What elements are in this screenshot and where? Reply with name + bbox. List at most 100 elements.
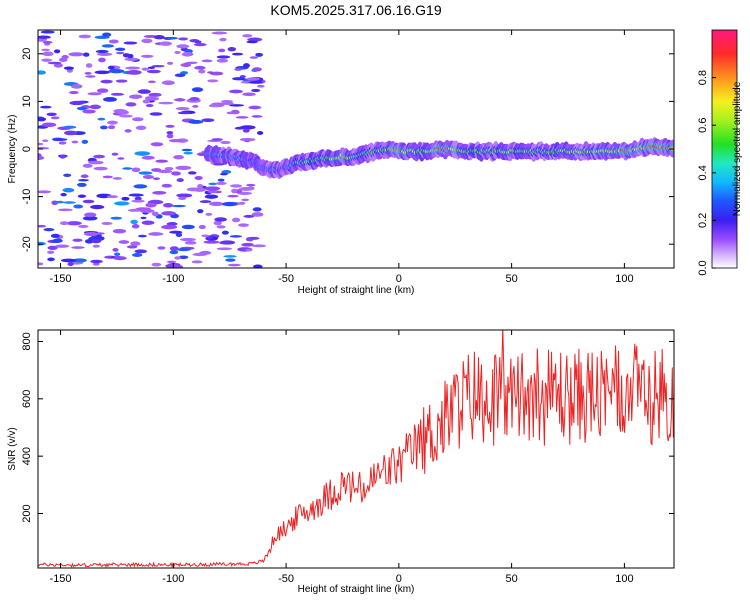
noise-cell — [215, 181, 227, 185]
noise-cell — [54, 244, 70, 248]
noise-cell — [219, 240, 236, 245]
noise-cell — [68, 52, 85, 57]
noise-cell — [221, 230, 229, 235]
noise-cell — [227, 263, 241, 267]
noise-cell — [245, 248, 253, 252]
noise-cell — [229, 89, 243, 94]
noise-cell — [138, 171, 153, 175]
noise-cell — [214, 217, 227, 222]
noise-cell — [46, 112, 57, 116]
noise-cell — [242, 128, 250, 133]
snr-y-axis-title: SNR (v/v) — [7, 427, 18, 470]
noise-cell — [83, 231, 99, 237]
noise-cell — [121, 196, 130, 201]
noise-cell — [116, 110, 129, 115]
noise-cell — [178, 255, 189, 259]
noise-cell — [50, 233, 60, 238]
noise-cell — [194, 65, 206, 70]
spectrogram-y-tick-label: -10 — [21, 189, 33, 205]
noise-cell — [223, 255, 237, 258]
noise-cell — [239, 137, 256, 142]
noise-cell — [169, 250, 179, 255]
noise-cell — [107, 65, 115, 70]
noise-cell — [141, 155, 155, 160]
noise-cell — [38, 262, 44, 266]
noise-cell — [219, 37, 227, 42]
noise-cell — [63, 173, 72, 178]
noise-cell — [216, 55, 231, 59]
noise-cell — [213, 220, 222, 226]
noise-cell — [239, 75, 246, 79]
noise-cell — [222, 201, 238, 207]
spectrogram-x-tick-label: 50 — [505, 273, 517, 285]
noise-cell — [151, 211, 159, 217]
noise-cell — [47, 257, 55, 262]
noise-cell — [38, 155, 45, 161]
noise-cell — [82, 163, 93, 168]
noise-cell — [174, 264, 184, 268]
noise-cell — [207, 79, 219, 83]
noise-cell — [191, 260, 203, 264]
noise-cell — [155, 159, 169, 163]
noise-cell — [194, 40, 202, 44]
noise-cell — [203, 240, 220, 244]
noise-cell — [251, 212, 264, 217]
noise-cell — [204, 194, 219, 199]
noise-cell — [175, 106, 190, 111]
noise-cell — [92, 244, 100, 248]
noise-cell — [81, 139, 89, 144]
noise-cell — [216, 247, 233, 251]
noise-cell — [138, 234, 147, 238]
noise-cell — [135, 125, 147, 131]
noise-cell — [216, 225, 226, 229]
noise-cell — [235, 116, 249, 119]
noise-cell — [201, 234, 210, 238]
noise-cell — [106, 195, 119, 199]
noise-cell — [251, 88, 261, 93]
noise-cell — [110, 92, 125, 96]
noise-cell — [112, 177, 123, 180]
spectrogram-x-tick-label: -50 — [278, 273, 294, 285]
noise-cell — [124, 57, 139, 62]
noise-cell — [113, 256, 127, 261]
noise-cell — [122, 167, 133, 170]
noise-cell — [188, 119, 204, 124]
snr-x-tick-label: 0 — [396, 573, 402, 585]
noise-cell — [115, 51, 125, 55]
noise-cell — [183, 151, 193, 155]
snr-series-line — [38, 330, 674, 568]
snr-y-tick-label: 800 — [21, 332, 33, 350]
noise-cell — [161, 183, 172, 188]
noise-cell — [161, 211, 177, 216]
spectrogram-x-tick-label: -100 — [162, 273, 184, 285]
noise-cell — [42, 139, 49, 143]
noise-cell — [132, 253, 143, 257]
noise-cell — [61, 258, 77, 263]
noise-cell — [84, 212, 97, 218]
noise-cell — [186, 61, 198, 64]
noise-cell — [247, 186, 255, 191]
noise-cell — [110, 216, 123, 220]
noise-cell — [71, 140, 79, 144]
spectrogram-x-tick-label: 0 — [396, 273, 402, 285]
noise-cell — [111, 152, 119, 156]
spectrogram-x-tick-label: -150 — [50, 273, 72, 285]
noise-cell — [134, 151, 151, 156]
noise-cell — [60, 221, 69, 226]
noise-cell — [78, 34, 91, 39]
noise-cell — [41, 58, 53, 62]
noise-cell — [38, 70, 46, 75]
noise-cell — [199, 250, 212, 255]
spectrogram-y-tick-label: 20 — [21, 48, 33, 60]
noise-cell — [175, 165, 192, 171]
noise-cell — [141, 38, 153, 44]
noise-cell — [230, 109, 240, 115]
noise-cell — [113, 252, 121, 257]
noise-cell — [234, 68, 243, 71]
noise-cell — [176, 44, 190, 49]
noise-cell — [191, 87, 204, 93]
spectrogram-y-tick-label: -20 — [21, 236, 33, 252]
noise-cell — [201, 59, 213, 63]
noise-cell — [243, 214, 255, 218]
